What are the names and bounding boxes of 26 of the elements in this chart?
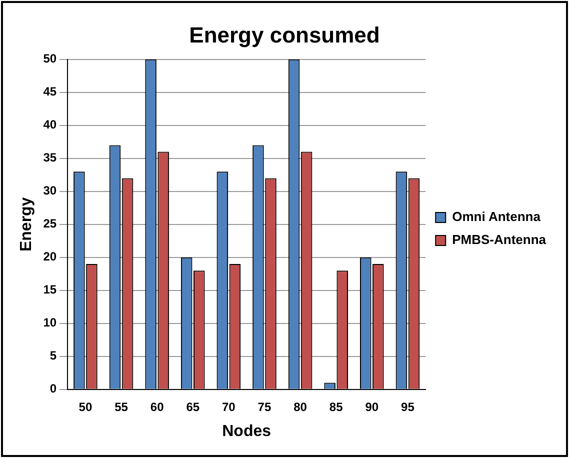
x-tick-label: 80 (294, 400, 308, 414)
x-tick-label: 65 (186, 400, 200, 414)
x-tick-label: 85 (329, 400, 344, 414)
chart-title: Energy consumed (189, 22, 380, 48)
y-tick-label: 50 (43, 52, 57, 66)
y-tick-label: 35 (43, 150, 57, 165)
y-tick-label: 25 (43, 216, 57, 231)
y-tick-label: 30 (43, 184, 57, 198)
y-tick-label: 10 (43, 316, 57, 330)
x-axis-title: Nodes (222, 422, 272, 440)
x-tick-label: 50 (78, 400, 92, 414)
x-tick-label: 90 (365, 400, 379, 414)
y-tick-label: 5 (50, 348, 57, 363)
y-axis-title: Energy (18, 197, 36, 252)
legend-label: PMBS-Antenna (452, 232, 547, 248)
x-tick-label: 55 (114, 400, 128, 414)
legend-label: Omni Antenna (452, 209, 542, 224)
y-tick-label: 40 (43, 118, 57, 132)
x-tick-label: 95 (401, 400, 415, 414)
y-tick-label: 20 (43, 250, 57, 264)
y-tick-label: 45 (43, 84, 57, 99)
x-tick-label: 70 (222, 400, 236, 414)
y-tick-label: 15 (43, 282, 57, 297)
x-tick-label: 60 (150, 400, 164, 414)
y-tick-label: 0 (50, 382, 57, 396)
x-tick-label: 75 (258, 400, 272, 414)
